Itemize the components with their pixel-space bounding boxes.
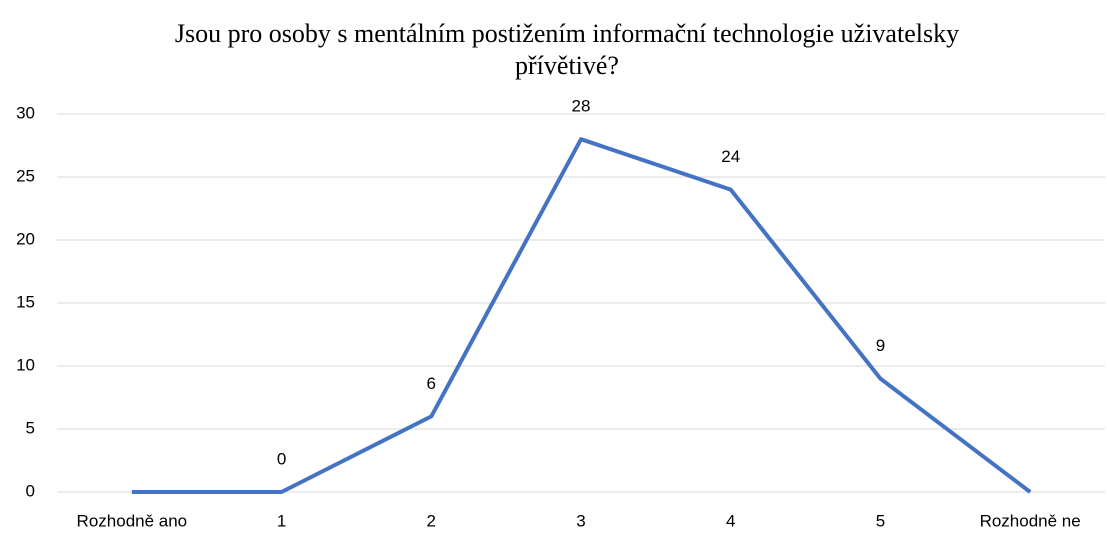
x-tick-label: 1 bbox=[277, 511, 286, 530]
data-label: 24 bbox=[721, 147, 740, 166]
x-tick-label: 3 bbox=[576, 511, 585, 530]
data-label: 9 bbox=[876, 336, 885, 355]
y-tick-label: 5 bbox=[26, 418, 35, 437]
x-tick-label: Rozhodně ne bbox=[980, 511, 1081, 530]
y-tick-label: 10 bbox=[16, 355, 35, 374]
data-line bbox=[131, 137, 1032, 494]
y-tick-label: 30 bbox=[16, 103, 35, 122]
x-tick-label: 4 bbox=[726, 511, 735, 530]
y-tick-label: 20 bbox=[16, 229, 35, 248]
x-tick-label: 5 bbox=[876, 511, 885, 530]
chart-title: Jsou pro osoby s mentálním postižením in… bbox=[174, 19, 960, 80]
x-tick-label: 2 bbox=[427, 511, 436, 530]
x-tick-label: Rozhodně ano bbox=[77, 511, 188, 530]
y-tick-label: 15 bbox=[16, 292, 35, 311]
y-tick-label: 0 bbox=[26, 481, 35, 500]
data-label: 0 bbox=[277, 449, 286, 468]
y-tick-label: 25 bbox=[16, 166, 35, 185]
data-label: 6 bbox=[427, 374, 436, 393]
data-label: 28 bbox=[572, 97, 591, 116]
